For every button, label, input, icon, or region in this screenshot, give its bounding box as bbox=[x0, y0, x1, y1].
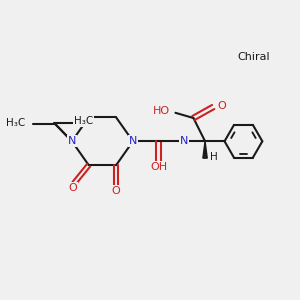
Text: H: H bbox=[210, 152, 218, 162]
Polygon shape bbox=[203, 141, 207, 158]
Text: O: O bbox=[68, 183, 77, 194]
Text: H₃C: H₃C bbox=[6, 118, 25, 128]
Text: Chiral: Chiral bbox=[237, 52, 270, 62]
Text: N: N bbox=[180, 136, 188, 146]
Text: OH: OH bbox=[150, 162, 167, 172]
Text: N: N bbox=[68, 136, 76, 146]
Text: N: N bbox=[129, 136, 137, 146]
Text: H₃C: H₃C bbox=[74, 116, 93, 126]
Text: O: O bbox=[218, 100, 226, 110]
Text: O: O bbox=[112, 186, 121, 196]
Text: HO: HO bbox=[153, 106, 170, 116]
